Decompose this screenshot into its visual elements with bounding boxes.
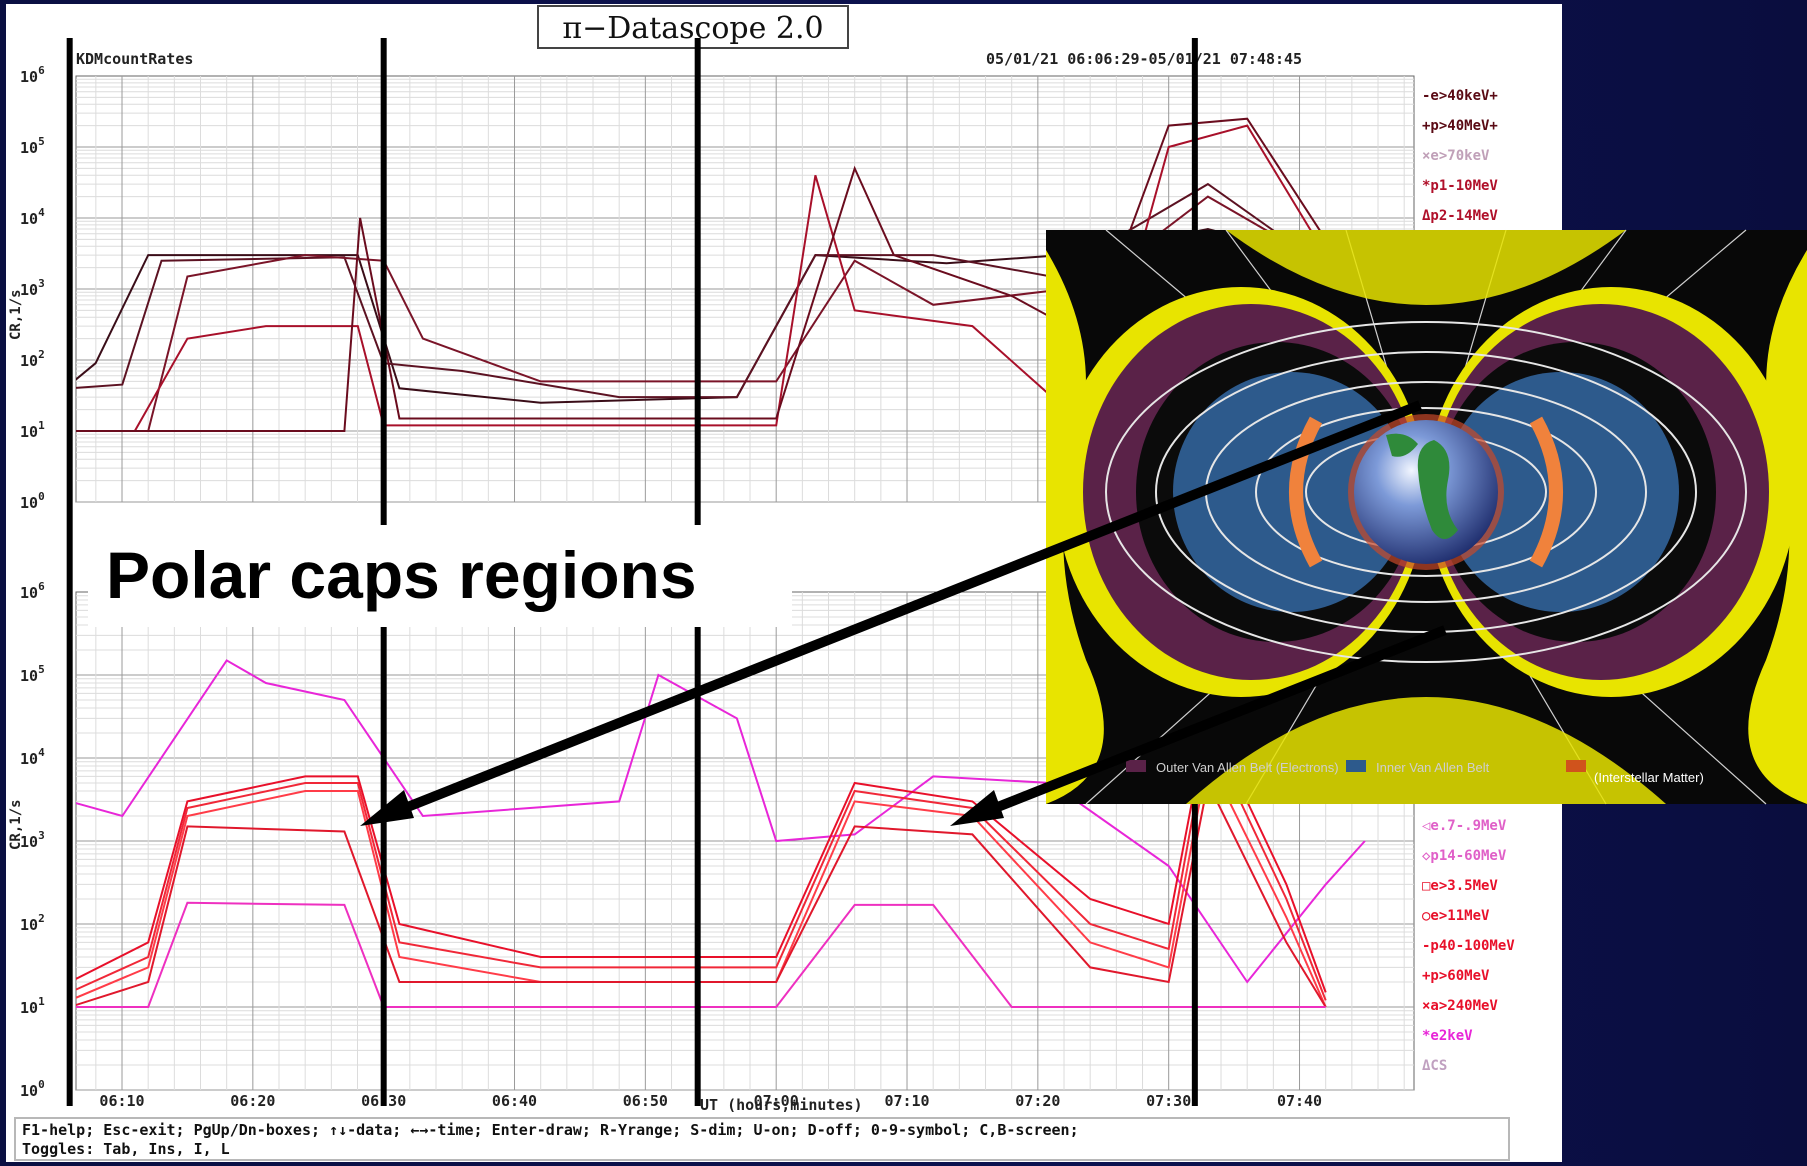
legend-entry: □e>3.5MeV	[1422, 878, 1498, 894]
legend-entry: ×e>70keV	[1422, 148, 1490, 164]
radiation-belt-image: Outer Van Allen Belt (Electrons) Inner V…	[1046, 229, 1807, 805]
legend-entry: *e2keV	[1422, 1028, 1473, 1044]
y-tick-label: 101	[20, 419, 45, 441]
arrow-head-left	[360, 790, 414, 826]
y-tick-label: 102	[20, 912, 45, 934]
legend-entry: Δp2-14MeV	[1422, 208, 1498, 224]
legend-entry: +p>60MeV	[1422, 968, 1490, 984]
x-tick-label: 07:20	[1015, 1092, 1060, 1110]
polar-caps-callout: Polar caps regions	[88, 525, 792, 627]
x-tick-label: 07:00	[754, 1092, 799, 1110]
y-axis-label-bottom: CR,1/s	[8, 799, 24, 850]
app-title-box	[537, 5, 849, 49]
y-tick-label: 105	[20, 135, 45, 157]
legend-upper: -e>40keV+ +p>40MeV+ ×e>70keV *p1-10MeV Δp2-1…	[1422, 88, 1498, 224]
legend-entry: ◇p14-60MeV	[1422, 848, 1507, 864]
series-line-lower-6	[76, 901, 1326, 1008]
belt-legend-2: Inner Van Allen Belt	[1376, 760, 1490, 775]
y-tick-label: 100	[20, 490, 45, 512]
legend-entry: ×a>240MeV	[1422, 998, 1498, 1014]
annotation-arrows	[360, 400, 1447, 826]
polar-caps-label: Polar caps regions	[106, 538, 697, 612]
chart-name: KDMcountRates	[76, 50, 193, 68]
x-tick-label: 06:20	[230, 1092, 275, 1110]
y-tick-label: 105	[20, 663, 45, 685]
y-tick-label: 106	[20, 580, 45, 602]
legend-entry: -e>40keV+	[1422, 88, 1498, 104]
legend-entry: ◁e.7-.9MeV	[1422, 818, 1507, 834]
x-tick-label: 07:30	[1146, 1092, 1191, 1110]
x-tick-label: 06:10	[99, 1092, 144, 1110]
legend-entry: *p1-10MeV	[1422, 178, 1498, 194]
x-tick-label: 07:40	[1277, 1092, 1322, 1110]
y-tick-label: 104	[20, 206, 45, 228]
x-axis-label: UT (hours,minutes)	[700, 1096, 863, 1114]
x-tick-label: 07:10	[884, 1092, 929, 1110]
series-line-upper-5	[76, 117, 1327, 432]
belt-legend-1: Outer Van Allen Belt (Electrons)	[1156, 760, 1339, 775]
y-tick-label: 101	[20, 995, 45, 1017]
time-range: 05/01/21 06:06:29-05/01/21 07:48:45	[986, 50, 1302, 68]
arrow-head-right	[950, 790, 1004, 826]
y-axis-label-top: CR,1/s	[8, 289, 24, 340]
help-line-2: Toggles: Tab, Ins, I, L	[22, 1140, 230, 1158]
legend-entry: ○e>11MeV	[1422, 908, 1490, 924]
x-tick-label: 06:40	[492, 1092, 537, 1110]
y-tick-label: 106	[20, 64, 45, 86]
keyboard-help-bar: F1-help; Esc-exit; PgUp/Dn-boxes; ↑↓-dat…	[14, 1117, 1510, 1161]
legend-entry: +p>40MeV+	[1422, 118, 1498, 134]
help-line-1: F1-help; Esc-exit; PgUp/Dn-boxes; ↑↓-dat…	[22, 1121, 1079, 1139]
y-tick-label: 100	[20, 1078, 45, 1100]
legend-entry: ΔCS	[1422, 1058, 1447, 1074]
app-title: π−Datascope 2.0	[562, 11, 823, 46]
y-tick-label: 104	[20, 746, 45, 768]
legend-entry: -p40-100MeV	[1422, 938, 1515, 954]
x-tick-label: 06:50	[623, 1092, 668, 1110]
legend-lower: ◁e.7-.9MeV ◇p14-60MeV □e>3.5MeV ○e>11MeV -p4…	[1422, 818, 1515, 1074]
y-tick-label: 102	[20, 348, 45, 370]
belt-legend-3: (Interstellar Matter)	[1594, 770, 1704, 785]
